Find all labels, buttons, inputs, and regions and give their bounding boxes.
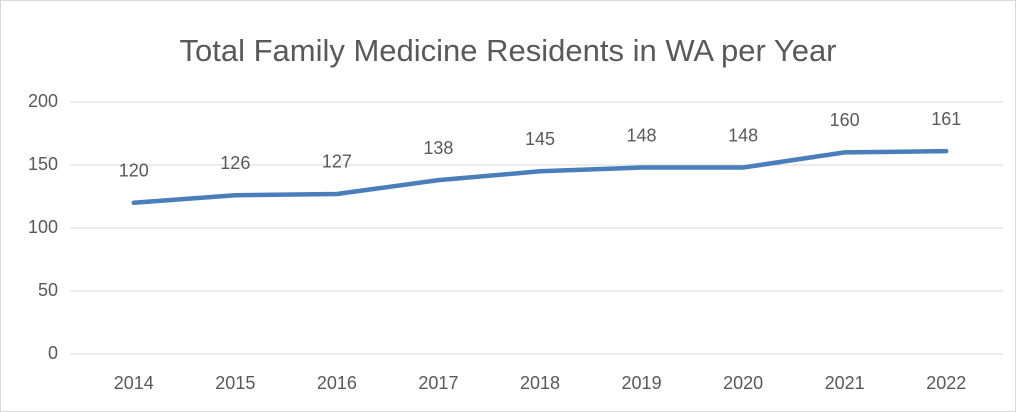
x-tick-label: 2015	[215, 373, 255, 393]
data-label: 138	[423, 138, 453, 158]
y-tick-label: 50	[38, 280, 58, 300]
x-tick-label: 2022	[926, 373, 966, 393]
y-tick-label: 200	[28, 91, 58, 111]
y-tick-label: 150	[28, 154, 58, 174]
x-tick-label: 2016	[317, 373, 357, 393]
x-tick-label: 2017	[418, 373, 458, 393]
data-label: 148	[627, 125, 657, 145]
chart-title: Total Family Medicine Residents in WA pe…	[179, 33, 836, 68]
data-label: 148	[728, 125, 758, 145]
data-label: 160	[830, 110, 860, 130]
x-tick-label: 2021	[825, 373, 865, 393]
y-tick-label: 100	[28, 217, 58, 237]
data-label: 145	[525, 129, 555, 149]
y-tick-label: 0	[48, 343, 58, 363]
data-label: 161	[931, 109, 961, 129]
x-tick-label: 2020	[723, 373, 763, 393]
data-label: 127	[322, 152, 352, 172]
x-tick-label: 2014	[114, 373, 154, 393]
x-tick-label: 2018	[520, 373, 560, 393]
x-tick-label: 2019	[622, 373, 662, 393]
data-label: 126	[220, 153, 250, 173]
data-line	[131, 148, 949, 206]
data-label: 120	[119, 161, 149, 181]
